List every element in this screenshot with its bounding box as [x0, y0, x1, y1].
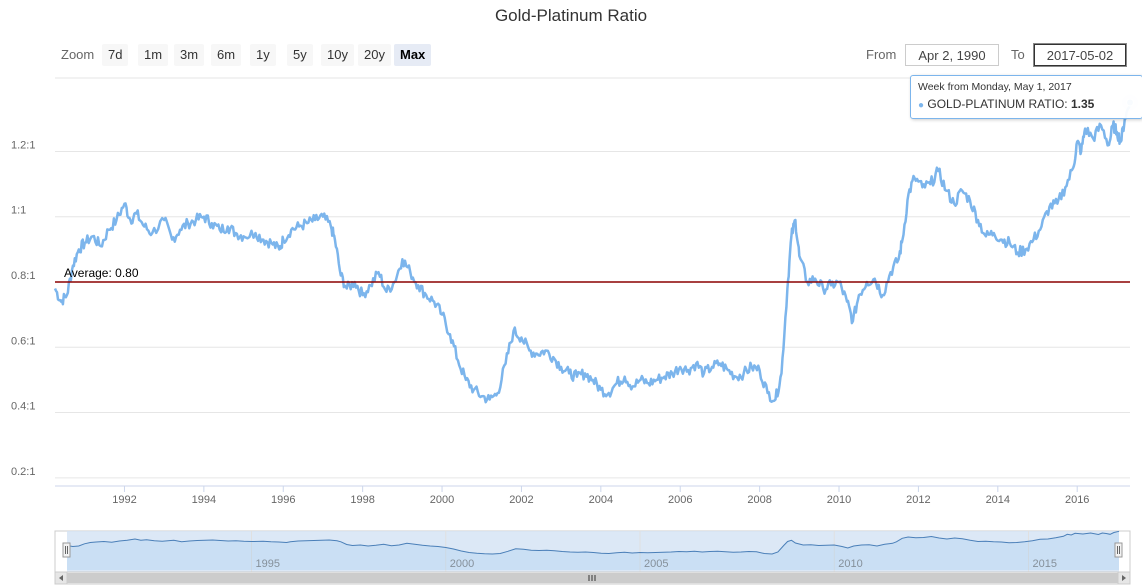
- x-tick-label: 2010: [827, 494, 851, 506]
- to-date-input[interactable]: 2017-05-02: [1033, 43, 1127, 67]
- from-label: From: [866, 47, 897, 62]
- tooltip-value: 1.35: [1070, 97, 1095, 111]
- y-tick-label: 0.2:1: [11, 466, 35, 478]
- zoom-button-3m[interactable]: 3m: [174, 44, 205, 66]
- y-tick-label: 1:1: [11, 205, 26, 217]
- scrollbar-thumb[interactable]: [67, 573, 1119, 583]
- to-label: To: [1011, 47, 1025, 62]
- scrollbar-track[interactable]: [54, 571, 1131, 585]
- navigator-tick-label: 2015: [1032, 558, 1056, 570]
- scrollbar[interactable]: [54, 571, 1131, 585]
- scrollbar-right-button[interactable]: [1117, 571, 1131, 585]
- navigator-axis: 1995 2000 2005 2010 2015: [251, 531, 1057, 572]
- y-tick-label: 0.8:1: [11, 270, 35, 282]
- navigator-tick-label: 2000: [450, 558, 474, 570]
- navigator-right-handle[interactable]: [1114, 542, 1123, 558]
- x-tick-label: 1992: [112, 494, 136, 506]
- navigator-tick-label: 2010: [838, 558, 862, 570]
- tooltip-series-label: GOLD-PLATINUM RATIO:: [927, 97, 1068, 111]
- scrollbar-grip-icon: [588, 575, 596, 581]
- zoom-button-1m[interactable]: 1m: [138, 44, 169, 66]
- x-tick-label: 1994: [192, 494, 216, 506]
- y-tick-label: 0.4:1: [11, 401, 35, 413]
- from-date-input[interactable]: Apr 2, 1990: [905, 44, 999, 66]
- zoom-button-Max[interactable]: Max: [394, 44, 432, 66]
- navigator-series-area: [67, 531, 1119, 570]
- zoom-button-20y[interactable]: 20y: [358, 44, 391, 66]
- y-tick-label: 0.6:1: [11, 335, 35, 347]
- x-tick-label: 2004: [589, 494, 613, 506]
- navigator-series-line: [66, 530, 1120, 555]
- tooltip: Week from Monday, May 1, 2017 ● GOLD-PLA…: [910, 75, 1142, 119]
- navigator-outline: [54, 530, 1131, 573]
- tooltip-row: ● GOLD-PLATINUM RATIO: 1.35: [918, 97, 1135, 111]
- x-axis: 1992 1994 1996 1998 2000 2002 2004 2006 2008 2010…: [112, 486, 1089, 506]
- scrollbar-left-arrow-icon: [59, 575, 63, 581]
- zoom-button-1y[interactable]: 1y: [250, 44, 276, 66]
- navigator: 1995 2000 2005 2010 2015: [54, 530, 1131, 573]
- x-tick-label: 2016: [1065, 494, 1089, 506]
- scrollbar-left-button[interactable]: [54, 571, 68, 585]
- grid-lines: [55, 77, 1130, 479]
- series-line-gold-platinum: [53, 102, 1132, 404]
- x-tick-label: 2000: [430, 494, 454, 506]
- navigator-tick-label: 2005: [644, 558, 668, 570]
- chart-title: Gold-Platinum Ratio: [494, 6, 648, 25]
- y-tick-label: 1.2:1: [11, 139, 35, 151]
- y-axis: 0.2:1 0.4:1 0.6:1 0.8:1 1:1 1.2:1: [11, 139, 35, 477]
- x-tick-label: 2002: [509, 494, 533, 506]
- scrollbar-right-arrow-icon: [1122, 575, 1126, 581]
- zoom-label: Zoom: [61, 47, 95, 62]
- x-tick-label: 1996: [271, 494, 295, 506]
- x-tick-label: 2012: [906, 494, 930, 506]
- tooltip-series-dot-icon: ●: [918, 100, 925, 111]
- tooltip-header: Week from Monday, May 1, 2017: [918, 81, 1072, 93]
- navigator-tick-label: 1995: [256, 558, 280, 570]
- zoom-button-5y[interactable]: 5y: [287, 44, 313, 66]
- x-tick-label: 2008: [747, 494, 771, 506]
- average-label: Average: 0.80: [64, 266, 139, 280]
- x-tick-label: 2006: [668, 494, 692, 506]
- x-tick-label: 2014: [986, 494, 1010, 506]
- navigator-left-handle[interactable]: [62, 542, 71, 558]
- zoom-button-10y[interactable]: 10y: [321, 44, 354, 66]
- x-tick-label: 1998: [350, 494, 374, 506]
- zoom-button-7d[interactable]: 7d: [102, 44, 129, 66]
- navigator-mask: [67, 531, 1119, 572]
- zoom-button-6m[interactable]: 6m: [211, 44, 242, 66]
